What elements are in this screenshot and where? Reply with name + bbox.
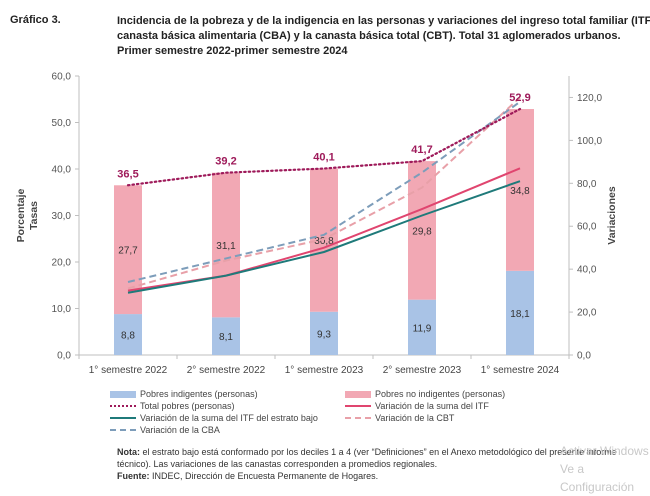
y-left-tick-label: 0,0 (57, 351, 71, 362)
source-text: INDEC, Dirección de Encuesta Permanente … (149, 471, 379, 481)
legend-item-total-pobres: Total pobres (personas) (110, 400, 235, 412)
bar-indigentes (212, 317, 240, 355)
legend-swatch-var-itf (345, 405, 371, 407)
chart-source: Fuente: INDEC, Dirección de Encuesta Per… (117, 471, 378, 481)
legend-swatch-total-pobres (110, 405, 136, 407)
bar-no-indigentes (212, 172, 240, 318)
legend-label-var-cba: Variación de la CBA (140, 425, 220, 435)
series-line-total-pobres (126, 107, 522, 187)
x-tick-label: 2° semestre 2023 (383, 365, 462, 376)
bar-indigentes (114, 314, 142, 355)
bar-label-indigentes: 18,1 (510, 309, 530, 320)
bar-label-indigentes: 8,8 (121, 331, 135, 342)
y-left-tick-label: 10,0 (52, 304, 72, 315)
legend-swatch-var-cbt (345, 417, 371, 419)
legend-swatch-var-itf-bajo (110, 417, 136, 419)
legend-item-var-cba: Variación de la CBA (110, 424, 220, 436)
legend-label-var-cbt: Variación de la CBT (375, 413, 455, 423)
source-label: Fuente: (117, 471, 150, 481)
series-line-2 (127, 96, 521, 290)
figure-label: Gráfico 3. (10, 14, 61, 26)
y-axis-left-title-2: Tasas (28, 201, 40, 230)
total-pobres-label: 40,1 (313, 152, 334, 164)
legend-swatch-indigentes (110, 390, 136, 398)
note-text: el estrato bajo está conformado por los … (117, 447, 617, 469)
x-tick-label: 1° semestre 2024 (481, 365, 560, 376)
y-left-tick-label: 60,0 (52, 72, 72, 83)
series-line-3 (127, 100, 521, 284)
legend-item-no-indigentes: Pobres no indigentes (personas) (345, 388, 505, 400)
y-left-tick-label: 20,0 (52, 258, 72, 269)
bar-label-indigentes: 9,3 (317, 329, 331, 340)
legend-label-total-pobres: Total pobres (personas) (140, 401, 235, 411)
y-axis-left-title-1: Porcentaje (15, 189, 27, 243)
y-left-tick-label: 30,0 (52, 211, 72, 222)
y-right-tick-label: 60,0 (577, 222, 597, 233)
y-left-tick-label: 40,0 (52, 165, 72, 176)
bar-no-indigentes (408, 161, 436, 300)
legend-swatch-var-cba (110, 429, 136, 431)
y-right-tick-label: 40,0 (577, 265, 597, 276)
legend-label-no-indigentes: Pobres no indigentes (personas) (375, 389, 506, 399)
note-label: Nota: (117, 447, 140, 457)
y-axis-right-title: Variaciones (606, 186, 618, 245)
legend-swatch-no-indigentes (345, 390, 371, 398)
bar-label-no-indigentes: 30,8 (314, 236, 334, 247)
bar-label-no-indigentes: 31,1 (216, 241, 236, 252)
chart-note: Nota: el estrato bajo está conformado po… (117, 446, 642, 470)
y-left-tick-label: 50,0 (52, 118, 72, 129)
total-pobres-label: 41,7 (411, 144, 432, 156)
legend-item-var-cbt: Variación de la CBT (345, 412, 454, 424)
chart-plot: 0,0 10,0 20,0 30,0 40,0 50,0 60,0 0,0 20,0 40,0 60… (15, 72, 618, 377)
watermark-line-1: Activar Windows (560, 444, 649, 458)
x-tick-label: 1° semestre 2023 (285, 365, 364, 376)
bar-no-indigentes (506, 109, 534, 271)
title-line-1: Incidencia de la pobreza y de la indigen… (117, 15, 650, 27)
bar-label-indigentes: 11,9 (413, 323, 432, 334)
y-right-tick-label: 120,0 (577, 93, 602, 104)
title-line-2: canasta básica alimentaria (CBA) y la ca… (117, 30, 621, 42)
legend-label-var-itf-bajo: Variación de la suma del ITF del estrato… (140, 413, 318, 423)
legend-item-var-itf: Variación de la suma del ITF (345, 400, 489, 412)
series-line-1 (127, 180, 521, 294)
y-right-tick-label: 80,0 (577, 179, 597, 190)
total-pobres-label: 52,9 (509, 92, 530, 104)
bar-label-no-indigentes: 34,8 (510, 186, 530, 197)
bar-label-no-indigentes: 29,8 (412, 226, 432, 237)
legend-label-indigentes: Pobres indigentes (personas) (140, 389, 258, 399)
y-right-tick-label: 20,0 (577, 308, 597, 319)
y-right-tick-label: 0,0 (577, 351, 591, 362)
title-line-3: Primer semestre 2022-primer semestre 202… (117, 45, 348, 57)
bar-label-no-indigentes: 27,7 (118, 246, 138, 257)
chart-title: Incidencia de la pobreza y de la indigen… (117, 14, 650, 59)
bar-label-indigentes: 8,1 (219, 332, 233, 343)
legend-label-var-itf: Variación de la suma del ITF (375, 401, 489, 411)
legend-item-indigentes: Pobres indigentes (personas) (110, 388, 258, 400)
total-pobres-label: 36,5 (117, 168, 138, 180)
total-pobres-label: 39,2 (215, 156, 236, 168)
y-right-tick-label: 100,0 (577, 136, 602, 147)
x-tick-label: 1° semestre 2022 (89, 365, 168, 376)
legend-item-var-itf-bajo: Variación de la suma del ITF del estrato… (110, 412, 318, 424)
windows-activation-watermark: Activar Windows Ve a Configuración (560, 442, 650, 496)
bar-indigentes (408, 299, 436, 355)
bar-indigentes (506, 270, 534, 355)
bar-indigentes (310, 311, 338, 355)
x-tick-label: 2° semestre 2022 (187, 365, 266, 376)
